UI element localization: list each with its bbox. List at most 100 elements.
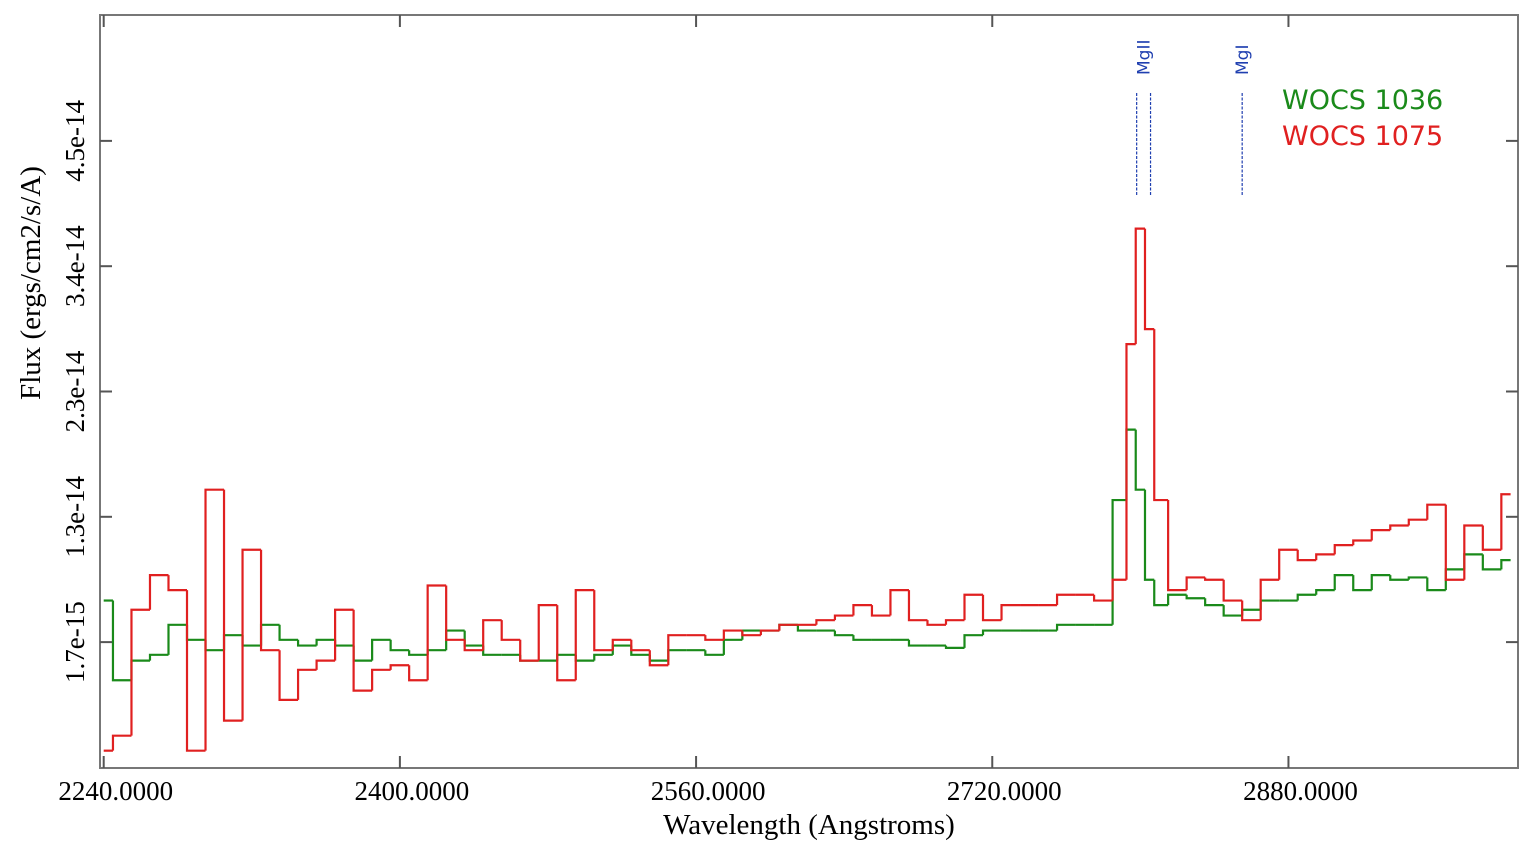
spectrum-step [1315, 589, 1335, 595]
spectrum-step [1153, 579, 1169, 607]
spectrum-step [667, 649, 687, 661]
spectrum-step [1111, 498, 1127, 625]
spectrum-step [296, 668, 317, 700]
x-tick-label: 2240.0000 [58, 776, 173, 806]
spectrum-step [1204, 598, 1224, 607]
spectrum-step [1134, 227, 1145, 345]
spectrum-step [593, 590, 613, 652]
spectrum-step [296, 639, 317, 647]
spectrum-step [630, 639, 650, 652]
spectrum-step [1296, 549, 1317, 562]
spectrum-step [611, 644, 632, 655]
spectrum-step [926, 620, 946, 626]
spectrum-step [1463, 524, 1483, 580]
spectral-line-label: MgI [1233, 45, 1253, 75]
spectral-line-label: MgII [1135, 40, 1155, 76]
spectrum-step [833, 614, 854, 621]
spectrum-step [1055, 623, 1076, 631]
spectrum-step [408, 665, 428, 682]
spectrum-step [1426, 577, 1446, 592]
spectrum-step [426, 649, 447, 655]
y-axis-label: Flux (ergs/cm2/s/A) [15, 166, 47, 400]
spectrum-step [222, 634, 243, 651]
spectrum-step [1259, 578, 1280, 621]
spectrum-step [1352, 575, 1372, 592]
spectrum-step [204, 639, 225, 652]
spectrum-step [1134, 429, 1145, 491]
spectrum-step [944, 619, 965, 625]
spectrum-step [1463, 553, 1483, 570]
spectrum-step [519, 639, 539, 662]
spectrum-step [426, 584, 447, 681]
spectrum-step [704, 650, 724, 656]
legend-entry: WOCS 1036 [1282, 85, 1443, 116]
spectrum-step [111, 600, 132, 682]
spectrum-step [1333, 544, 1354, 555]
spectrum-step [852, 635, 872, 641]
spectrum-step [1125, 428, 1136, 501]
spectrum-step [1143, 489, 1155, 581]
spectrum-step [371, 638, 391, 661]
spectrum-step [278, 650, 299, 701]
spectrum-step [445, 585, 465, 641]
spectrum-step [1389, 575, 1409, 581]
spectrum-step [1241, 600, 1261, 622]
spectrum-step [648, 650, 669, 667]
plot-area [103, 227, 1511, 752]
x-tick-label: 2880.0000 [1243, 776, 1358, 806]
spectrum-step [778, 623, 798, 631]
spectrum-step [1407, 518, 1428, 526]
spectrum-step [1370, 574, 1391, 591]
spectrum [103, 428, 1511, 682]
spectrum-step [241, 548, 262, 721]
spectrum-step [704, 635, 724, 641]
spectrum-step [1407, 576, 1428, 580]
spectrum-step [482, 619, 502, 651]
spectrum-step [204, 488, 225, 751]
spectrum-step [648, 654, 669, 662]
spectrum-step [500, 620, 521, 641]
spectrum-step [1352, 539, 1372, 546]
spectrum-step [371, 668, 391, 691]
spectrum-step [1185, 576, 1206, 591]
x-tick-label: 2720.0000 [947, 776, 1062, 806]
spectrum-step [1153, 329, 1169, 502]
y-tick-label: 3.4e-14 [60, 225, 90, 307]
spectrum-step [981, 629, 1002, 636]
spectrum-step [907, 639, 928, 647]
spectrum-step [352, 645, 373, 662]
spectrum-step [1111, 578, 1127, 601]
spectrum-step [852, 604, 872, 616]
spectrum-step [1092, 594, 1113, 602]
spectrum-step [537, 604, 558, 661]
spectrum-step [907, 590, 928, 622]
spectrum-step [148, 653, 169, 661]
legend-entry: WOCS 1075 [1282, 121, 1443, 152]
spectrum-step [352, 609, 373, 692]
x-axis-label: Wavelength (Angstroms) [663, 809, 955, 841]
spectrum-step [333, 639, 354, 647]
y-tick-label: 1.7e-15 [60, 601, 90, 683]
spectrum-step [389, 639, 410, 652]
spectrum-step [259, 549, 280, 652]
spectrum-step [185, 624, 206, 641]
spectrum-step [963, 634, 984, 648]
spectrum-step [259, 623, 280, 646]
spectrum-step [1000, 604, 1021, 621]
spectrum-step [463, 630, 484, 647]
spectrum-step [611, 638, 632, 651]
spectrum-step [833, 630, 854, 637]
spectrum-step [722, 629, 743, 640]
spectrum [103, 227, 1511, 752]
spectrum-step [167, 623, 188, 655]
spectrum-step [1370, 528, 1391, 541]
spectrum-step [408, 650, 428, 656]
spectrum-step [1444, 504, 1465, 581]
spectrum-step [667, 634, 687, 666]
spectrum-step [1278, 548, 1298, 580]
spectrum-step [1204, 577, 1224, 581]
spectrum-step [556, 653, 576, 661]
spectrum-step [333, 608, 354, 661]
spectrum-step [222, 489, 243, 722]
